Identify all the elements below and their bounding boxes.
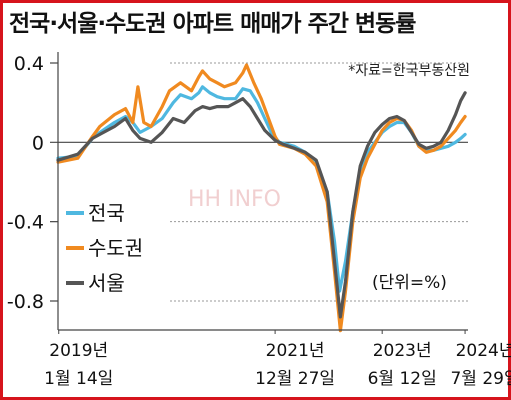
legend-label-1: 수도권 [88,236,143,260]
axis-layer: 0.4 0 -0.4 -0.8 2019년 1월 14일 2021년 12월 27일 2023년… [7,52,511,389]
y-tick-label-2: -0.4 [7,212,44,234]
x-tick-label-2-line1: 2023년 [373,341,432,361]
x-tick-label-3-line2: 7월 29일 [450,369,511,389]
unit-note: (단위=%) [372,273,447,293]
x-tick-label-1-line1: 2021년 [266,341,325,361]
x-tick-label-3-line1: 2024년 [456,341,511,361]
x-tick-label-2-line2: 6월 12일 [368,369,437,389]
source-note: *자료=한국부동산원 [348,63,470,79]
legend-label-2: 서울 [88,271,125,295]
watermark-text: HH INFO [188,187,281,212]
y-tick-label-0: 0.4 [14,53,44,75]
y-tick-label-3: -0.8 [7,291,44,313]
legend-label-0: 전국 [88,201,125,225]
x-tick-label-1-line2: 12월 27일 [255,369,335,389]
y-tick-label-1: 0 [32,132,44,154]
x-tick-label-0-line1: 2019년 [49,341,108,361]
series-layer [56,63,467,333]
chart-title: 전국·서울·수도권 아파트 매매가 주간 변동률 [9,11,416,37]
grid-layer [50,62,468,302]
series-line-2 [56,91,467,319]
x-tick-label-0-line2: 1월 14일 [44,369,113,389]
